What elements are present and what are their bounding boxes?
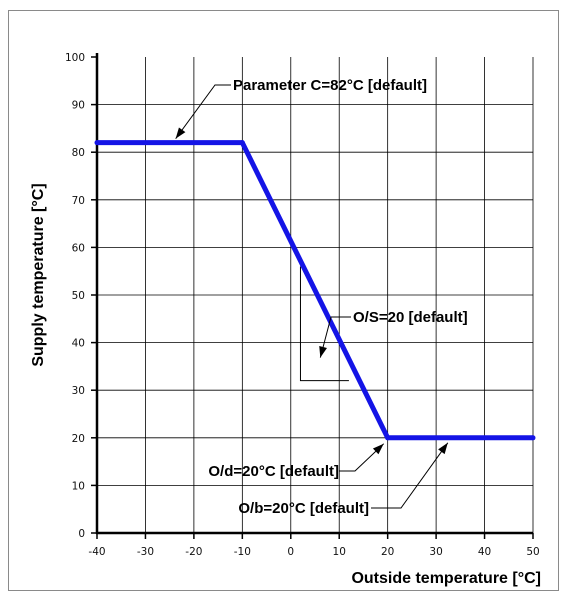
annotation-o-s: O/S=20 [default] [353,309,468,326]
annotation-parameter-c: Parameter C=82°C [default] [233,77,427,94]
x-tick-label: 0 [287,546,294,558]
x-tick-label: 10 [333,546,346,558]
series-layer [94,140,536,441]
y-tick-label: 10 [72,480,85,492]
slope-indicator [299,266,349,382]
axes [91,53,534,539]
y-tick-labels: 0 10 20 30 40 50 60 70 80 90 100 [65,52,85,540]
chart: -40 -30 -20 -10 0 10 20 30 40 50 0 10 20 30 40 50 60 70 8… [30,52,541,587]
annotation-leaders [175,84,449,509]
y-tick-label: 70 [72,195,85,207]
y-tick-label: 50 [72,290,85,302]
y-tick-label: 60 [72,242,85,254]
x-tick-label: -10 [234,546,251,558]
series-line [97,140,533,441]
leader-o-d-arrow [372,443,384,455]
annotation-o-b: O/b=20°C [default] [238,500,369,517]
data-point [239,140,245,146]
leader-o-s-arrow [319,345,327,358]
data-point [94,140,100,146]
y-tick-label: 30 [72,385,85,397]
leader-parameter-c [175,84,231,139]
leader-o-d [339,443,385,472]
x-tick-labels: -40 -30 -20 -10 0 10 20 30 40 50 [88,546,539,558]
leader-o-s [319,316,351,358]
annotation-o-d: O/d=20°C [default] [208,463,339,480]
y-tick-label: 0 [78,528,85,540]
x-tick-label: 50 [526,546,539,558]
x-tick-label: 40 [478,546,491,558]
y-tick-label: 40 [72,338,85,350]
y-tick-label: 80 [72,147,85,159]
x-tick-label: -20 [185,546,202,558]
x-axis-title: Outside temperature [°C] [351,570,541,587]
data-point [385,435,391,441]
chart-frame: -40 -30 -20 -10 0 10 20 30 40 50 0 10 20 30 40 50 60 70 8… [8,10,559,591]
leader-o-b [371,442,449,509]
x-tick-label: -40 [88,546,105,558]
x-tick-label: -30 [137,546,154,558]
y-tick-label: 100 [65,52,85,64]
x-tick-label: 20 [381,546,394,558]
y-tick-label: 90 [72,100,85,112]
y-tick-label: 20 [72,433,85,445]
x-tick-label: 30 [429,546,442,558]
leader-parameter-c-arrow [175,127,186,139]
leader-o-b-arrow [438,442,448,455]
y-axis-title: Supply temperature [°C] [30,183,47,366]
data-point [530,435,536,441]
